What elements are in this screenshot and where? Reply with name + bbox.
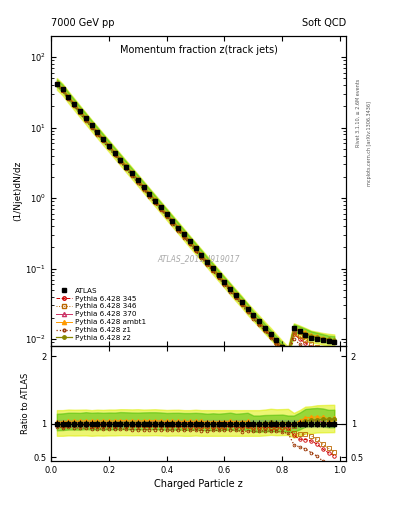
Y-axis label: (1/Njet)dN/dz: (1/Njet)dN/dz — [14, 161, 23, 221]
Text: 7000 GeV pp: 7000 GeV pp — [51, 18, 115, 28]
Text: Momentum fraction z(track jets): Momentum fraction z(track jets) — [119, 45, 277, 55]
X-axis label: Charged Particle z: Charged Particle z — [154, 479, 243, 489]
Legend: ATLAS, Pythia 6.428 345, Pythia 6.428 346, Pythia 6.428 370, Pythia 6.428 ambt1,: ATLAS, Pythia 6.428 345, Pythia 6.428 34… — [55, 286, 147, 343]
Text: ATLAS_2011_I919017: ATLAS_2011_I919017 — [157, 254, 240, 264]
Text: Rivet 3.1.10, ≥ 2.6M events: Rivet 3.1.10, ≥ 2.6M events — [356, 78, 361, 147]
Text: Soft QCD: Soft QCD — [301, 18, 346, 28]
Text: mcplots.cern.ch [arXiv:1306.3436]: mcplots.cern.ch [arXiv:1306.3436] — [367, 101, 373, 186]
Y-axis label: Ratio to ATLAS: Ratio to ATLAS — [21, 373, 30, 434]
